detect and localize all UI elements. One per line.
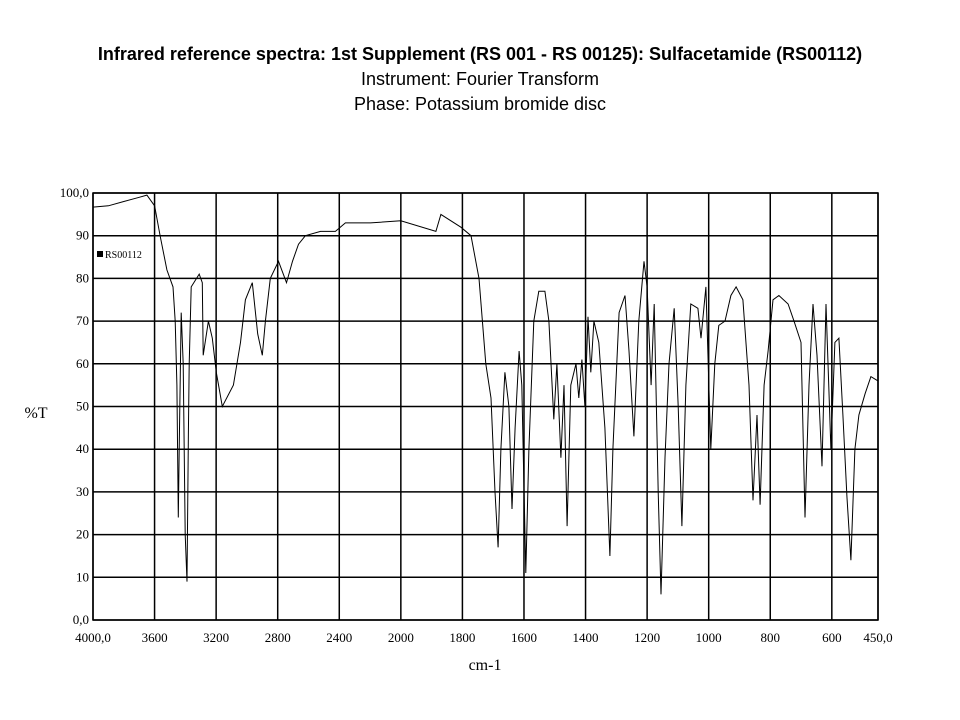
y-tick-label: 90 — [76, 228, 89, 243]
x-tick-label: 2000 — [388, 630, 414, 645]
x-tick-label: 1600 — [511, 630, 537, 645]
y-tick-label: 40 — [76, 441, 89, 456]
x-tick-label: 1400 — [573, 630, 599, 645]
x-tick-label: 1200 — [634, 630, 660, 645]
x-tick-label: 450,0 — [863, 630, 892, 645]
x-tick-label: 600 — [822, 630, 842, 645]
y-tick-label: 70 — [76, 313, 89, 328]
chart-subtitle: Phase: Potassium bromide disc — [354, 94, 606, 114]
x-tick-label: 1000 — [696, 630, 722, 645]
chart-title: Infrared reference spectra: 1st Suppleme… — [98, 44, 862, 64]
spectrum-line — [92, 194, 879, 595]
x-tick-label: 3600 — [142, 630, 168, 645]
x-tick-label: 1800 — [449, 630, 475, 645]
y-tick-label: 60 — [76, 356, 89, 371]
legend-swatch — [97, 251, 103, 257]
x-tick-label: 4000,0 — [75, 630, 111, 645]
x-tick-label: 2800 — [265, 630, 291, 645]
x-tick-label: 2400 — [326, 630, 352, 645]
x-tick-label: 3200 — [203, 630, 229, 645]
y-tick-label: 0,0 — [73, 612, 89, 627]
y-tick-label: 10 — [76, 569, 89, 584]
y-tick-label: 100,0 — [60, 185, 89, 200]
chart-subtitle: Instrument: Fourier Transform — [361, 69, 599, 89]
y-tick-label: 20 — [76, 527, 89, 542]
x-axis-label: cm-1 — [469, 657, 502, 674]
x-tick-label: 800 — [761, 630, 781, 645]
y-tick-label: 80 — [76, 270, 89, 285]
y-axis-label: %T — [24, 405, 47, 422]
y-tick-label: 50 — [76, 399, 89, 414]
y-tick-label: 30 — [76, 484, 89, 499]
legend-label: RS00112 — [105, 250, 142, 261]
